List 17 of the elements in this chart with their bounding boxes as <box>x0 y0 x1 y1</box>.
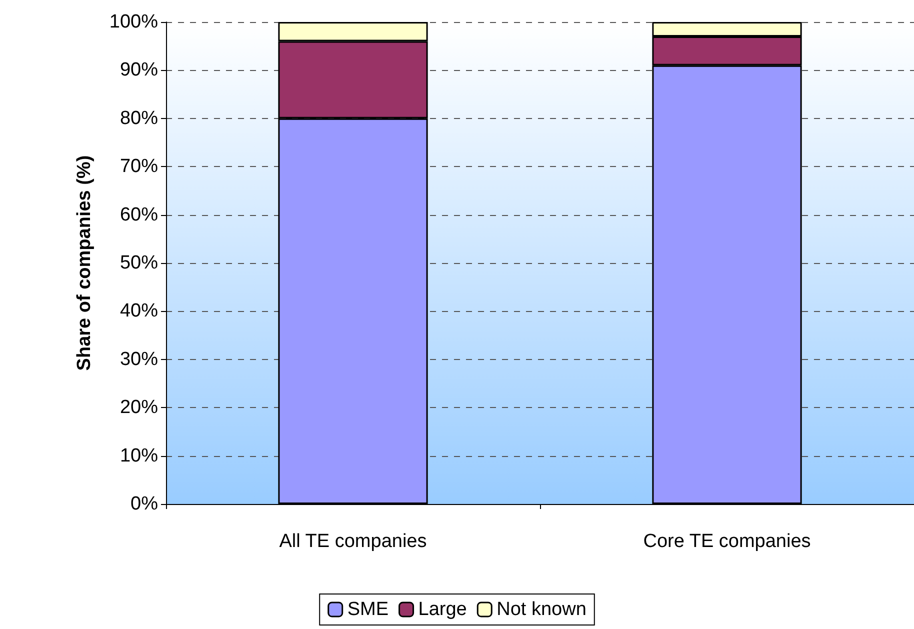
y-tick-label: 0% <box>130 494 158 514</box>
legend-label: SME <box>347 599 389 620</box>
y-tick-label: 60% <box>120 204 158 226</box>
y-axis-title: Share of companies (%) <box>74 155 95 371</box>
x-tick-label: All TE companies <box>279 531 427 552</box>
y-tick-label: 80% <box>120 108 158 129</box>
y-tick-label: 100% <box>109 12 158 32</box>
y-tick-label: 90% <box>120 60 158 81</box>
y-tick-label: 10% <box>120 445 158 466</box>
y-tick-label: 20% <box>120 397 158 418</box>
legend-label: Large <box>418 599 467 620</box>
y-tick-label: 50% <box>120 252 158 274</box>
legend-label: Not known <box>496 599 586 620</box>
y-tick-label: 40% <box>120 300 158 322</box>
y-tick-label: 70% <box>120 156 158 178</box>
y-tick-label: 30% <box>120 348 158 370</box>
x-tick-label: Core TE companies <box>643 531 811 552</box>
